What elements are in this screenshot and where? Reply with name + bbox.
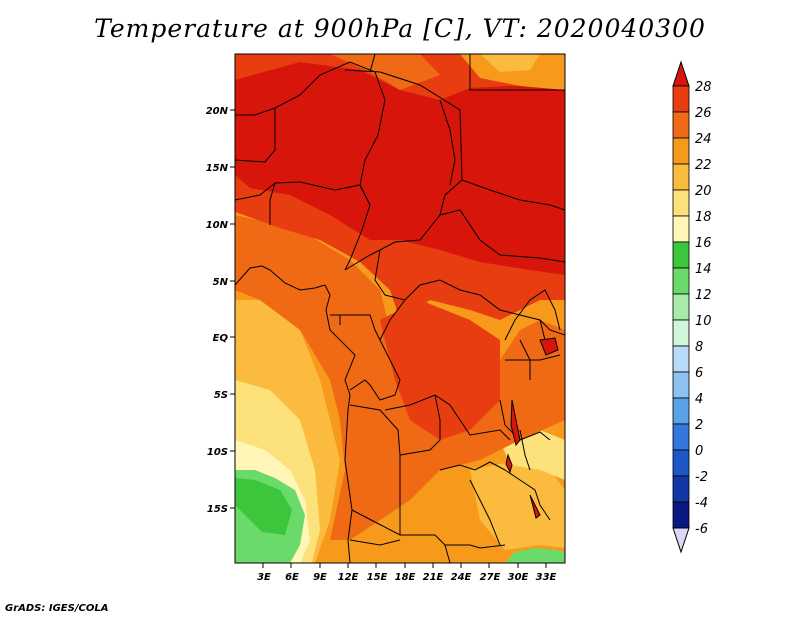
lon-tick-label: 6E [285,572,299,583]
colorbar-arrow-top [672,60,690,87]
colorbar-swatch [672,137,690,165]
field-region-se-green [505,548,565,563]
lon-tick-label: 15E [367,572,388,583]
lat-tick-label: 10S [207,447,228,458]
colorbar-swatch [672,501,690,529]
lon-tick-label: 21E [423,572,444,583]
colorbar-label: 10 [695,314,712,329]
lat-tick-label: 10N [206,220,229,231]
colorbar-swatch [672,449,690,477]
lon-tick-label: 9E [313,572,327,583]
colorbar-swatch [672,241,690,269]
colorbar-swatch [672,85,690,113]
lon-tick-labels: 3E 6E 9E 12E 15E 18E 21E 24E 27E 30E 33E [257,572,556,583]
lon-tick-label: 18E [395,572,416,583]
colorbar-swatch [672,267,690,295]
lat-tick-label: 5N [213,277,229,288]
lat-tick-label: 20N [206,106,229,117]
lat-tick-label: EQ [213,333,229,344]
colorbar-label: 8 [695,340,703,355]
colorbar-label: 6 [695,366,703,381]
map-frame [234,53,566,564]
lat-tick-marks [230,109,235,509]
colorbar-label: 2 [695,418,703,433]
lat-tick-label: 15S [207,504,228,515]
colorbar-swatch [672,475,690,503]
field-region-14-16 [235,478,292,535]
lon-tick-label: 33E [536,572,557,583]
field-region-ne-20 [480,54,540,72]
colorbar-label: 16 [695,236,712,251]
lon-tick-label: 12E [338,572,359,583]
lat-tick-labels: 20N 15N 10N 5N EQ 5S 10S 15S [206,106,229,515]
colorbar-label: 28 [695,80,712,95]
lon-tick-marks [262,563,547,568]
field-region-north-24 [330,54,440,90]
grads-credit: GrADS: IGES/COLA [5,603,109,614]
lon-tick-label: 27E [480,572,501,583]
field-region-se-20 [470,460,565,550]
colorbar-swatch [672,423,690,451]
lat-tick-label: 5S [214,390,228,401]
colorbar-swatch [672,345,690,373]
colorbar-swatch [672,111,690,139]
colorbar-label: 26 [695,106,712,121]
colorbar-arrow-bottom [672,527,690,554]
country-borders [235,54,565,563]
colorbar-label: -4 [695,496,708,511]
colorbar-swatch [672,293,690,321]
colorbar-label: 0 [695,444,703,459]
lon-tick-label: 30E [508,572,529,583]
colorbar-swatch [672,215,690,243]
field-region-ne-22 [460,54,565,90]
lon-tick-label: 24E [451,572,472,583]
field-region-28-plus [235,62,565,275]
colorbar-label: 14 [695,262,712,277]
colorbar-label: -6 [695,522,708,537]
colorbar-swatch [672,371,690,399]
lakes [505,337,559,519]
chart-title: Temperature at 900hPa [C], VT: 202004030… [94,14,706,43]
colorbar-label: 24 [695,132,712,147]
colorbar-label: -2 [695,470,708,485]
colorbar-label: 20 [695,184,712,199]
colorbar-label: 22 [695,158,712,173]
lon-tick-label: 3E [257,572,271,583]
colorbar-swatch [672,189,690,217]
colorbar-label: 18 [695,210,712,225]
lat-tick-label: 15N [206,163,229,174]
colorbar-label: 4 [695,392,703,407]
map-field [234,53,566,564]
colorbar-label: 12 [695,288,712,303]
colorbar-swatch [672,319,690,347]
colorbar-swatch [672,397,690,425]
colorbar-swatch [672,163,690,191]
